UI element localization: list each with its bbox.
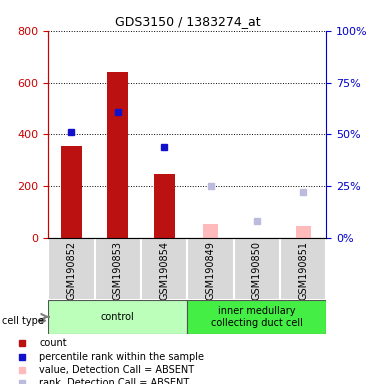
Text: rank, Detection Call = ABSENT: rank, Detection Call = ABSENT [39,378,190,384]
Bar [95,238,141,300]
Bar [187,300,326,334]
Text: percentile rank within the sample: percentile rank within the sample [39,351,204,362]
Text: control: control [101,312,135,322]
Bar [280,238,326,300]
Text: GSM190849: GSM190849 [206,241,216,300]
Text: count: count [39,338,67,348]
Bar [234,238,280,300]
Bar [107,72,128,238]
Bar [187,238,234,300]
Bar [154,174,175,238]
Text: GSM190853: GSM190853 [113,241,123,300]
Bar [141,238,187,300]
Bar [48,238,95,300]
Text: inner medullary
collecting duct cell: inner medullary collecting duct cell [211,306,303,328]
Bar [296,227,311,238]
Bar [48,300,187,334]
Text: GSM190852: GSM190852 [66,241,76,300]
Text: GSM190854: GSM190854 [159,241,169,300]
Text: GSM190850: GSM190850 [252,241,262,300]
Bar [61,146,82,238]
Text: GSM190851: GSM190851 [298,241,308,300]
Title: GDS3150 / 1383274_at: GDS3150 / 1383274_at [115,15,260,28]
Text: value, Detection Call = ABSENT: value, Detection Call = ABSENT [39,365,195,375]
Bar [203,224,218,238]
Text: cell type: cell type [2,316,44,326]
